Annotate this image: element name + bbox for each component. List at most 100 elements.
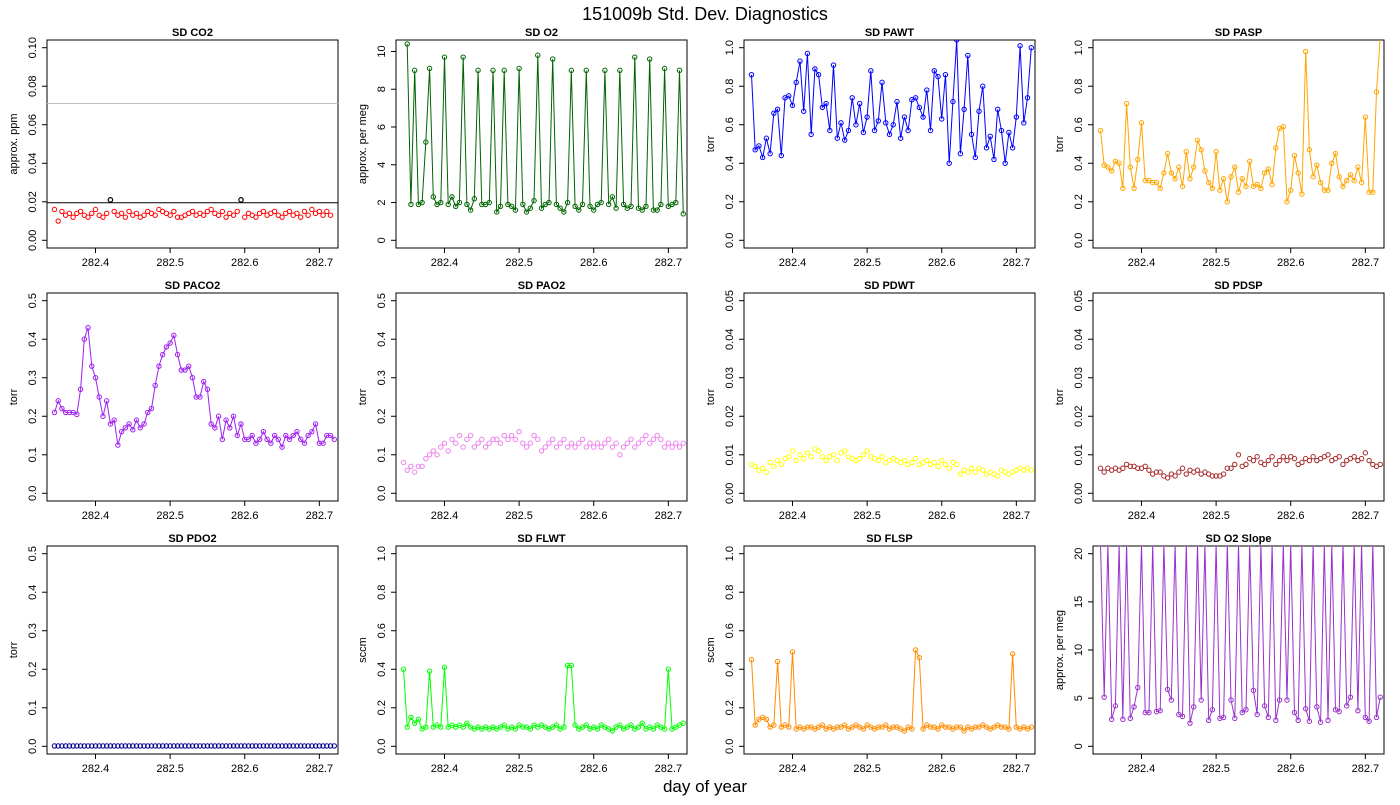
data-point xyxy=(1254,711,1260,718)
data-point xyxy=(115,442,121,448)
x-tick-label: 282.4 xyxy=(1128,257,1156,269)
y-tick-label: 1.0 xyxy=(724,40,736,55)
data-point xyxy=(152,212,158,218)
data-point xyxy=(527,440,534,446)
data-point xyxy=(426,668,433,674)
figure-xlabel: day of year xyxy=(663,777,747,796)
data-point xyxy=(215,212,222,218)
data-point xyxy=(1131,704,1137,710)
y-tick-label: 1.0 xyxy=(376,546,388,561)
panel-plot-area-sd-pdo2 xyxy=(51,743,337,749)
data-point xyxy=(1355,164,1361,170)
data-point xyxy=(411,469,418,475)
data-point xyxy=(294,743,300,749)
data-point xyxy=(411,67,418,74)
data-point xyxy=(327,212,334,218)
data-point xyxy=(1098,546,1103,547)
data-point xyxy=(1377,694,1383,700)
data-point xyxy=(1194,137,1201,143)
data-point xyxy=(464,436,470,443)
data-point xyxy=(594,726,601,732)
data-point xyxy=(415,463,422,470)
data-point xyxy=(1291,152,1298,159)
data-point xyxy=(301,743,308,749)
data-point xyxy=(1265,166,1272,172)
data-point xyxy=(520,724,526,730)
data-point xyxy=(1336,708,1342,715)
data-point xyxy=(812,66,818,72)
data-point xyxy=(320,440,326,446)
data-point xyxy=(1105,164,1111,170)
panel-ylabel-sd-co2: approx. ppm xyxy=(8,113,20,174)
y-tick-label: 0.4 xyxy=(27,332,39,347)
data-point xyxy=(1276,697,1283,703)
data-point xyxy=(1246,158,1253,165)
data-point xyxy=(1187,175,1193,182)
data-point xyxy=(830,452,837,458)
data-point xyxy=(961,106,967,113)
panel-plot-area-sd-paco2 xyxy=(51,324,337,450)
data-point xyxy=(467,432,474,439)
x-tick-label: 282.7 xyxy=(655,510,683,522)
data-point xyxy=(85,743,91,749)
data-point xyxy=(673,440,679,446)
panel-frame-sd-pdo2 xyxy=(46,545,339,755)
data-point xyxy=(860,726,867,732)
data-point xyxy=(1157,469,1163,475)
data-point xyxy=(238,743,244,749)
data-point xyxy=(327,432,334,439)
x-tick-label: 282.6 xyxy=(580,763,608,775)
data-point xyxy=(763,135,770,141)
data-point xyxy=(561,724,567,730)
x-tick-label: 282.5 xyxy=(156,763,184,775)
data-point xyxy=(1270,546,1274,547)
data-point xyxy=(538,205,545,211)
data-point xyxy=(950,98,956,105)
data-point xyxy=(1362,714,1369,721)
data-point xyxy=(1311,546,1316,547)
x-tick-label: 282.5 xyxy=(505,257,533,269)
x-tick-label: 282.7 xyxy=(306,763,334,775)
data-point xyxy=(819,722,826,728)
panel-ylabel-sd-pawt: torr xyxy=(705,135,717,152)
data-point xyxy=(1378,34,1382,38)
data-point xyxy=(449,194,455,200)
data-point xyxy=(650,207,657,213)
data-point xyxy=(163,743,170,749)
y-tick-label: 0.05 xyxy=(1073,290,1085,311)
data-point xyxy=(137,743,143,749)
data-point xyxy=(1153,469,1160,475)
data-point xyxy=(1224,465,1231,471)
data-point xyxy=(1329,546,1334,547)
data-point xyxy=(998,724,1005,730)
data-point xyxy=(1097,465,1104,471)
panel-sd-paco2: SD PACO2 torr 282.4 282.5 282.6 282.7 0.0 0.1 0.… xyxy=(8,280,339,522)
data-point xyxy=(148,405,155,412)
data-point xyxy=(316,208,323,215)
y-tick-label: 0.1 xyxy=(27,700,39,715)
data-point xyxy=(145,743,151,749)
data-point xyxy=(96,394,102,400)
data-point xyxy=(253,214,259,220)
data-point xyxy=(445,201,451,208)
data-point xyxy=(103,743,110,749)
data-point xyxy=(942,71,949,78)
data-point xyxy=(1139,546,1144,547)
data-point xyxy=(856,455,863,462)
data-point xyxy=(864,114,870,120)
data-point xyxy=(965,469,971,475)
x-tick-label: 282.5 xyxy=(156,257,184,269)
data-point xyxy=(189,743,196,749)
data-point xyxy=(1028,724,1034,730)
x-tick-label: 282.6 xyxy=(928,510,956,522)
x-tick-label: 282.6 xyxy=(1277,763,1305,775)
data-point xyxy=(789,649,796,655)
data-point xyxy=(680,440,686,446)
y-tick-label: 0.5 xyxy=(27,546,39,561)
data-point xyxy=(1273,461,1279,468)
data-point xyxy=(1288,187,1294,193)
y-tick-label: 0.6 xyxy=(724,623,736,638)
data-point xyxy=(842,722,848,728)
panel-sd-co2: SD CO2 approx. ppm 282.4 282.5 282.6 282.7 0.0… xyxy=(8,27,339,269)
data-point xyxy=(1243,183,1249,190)
